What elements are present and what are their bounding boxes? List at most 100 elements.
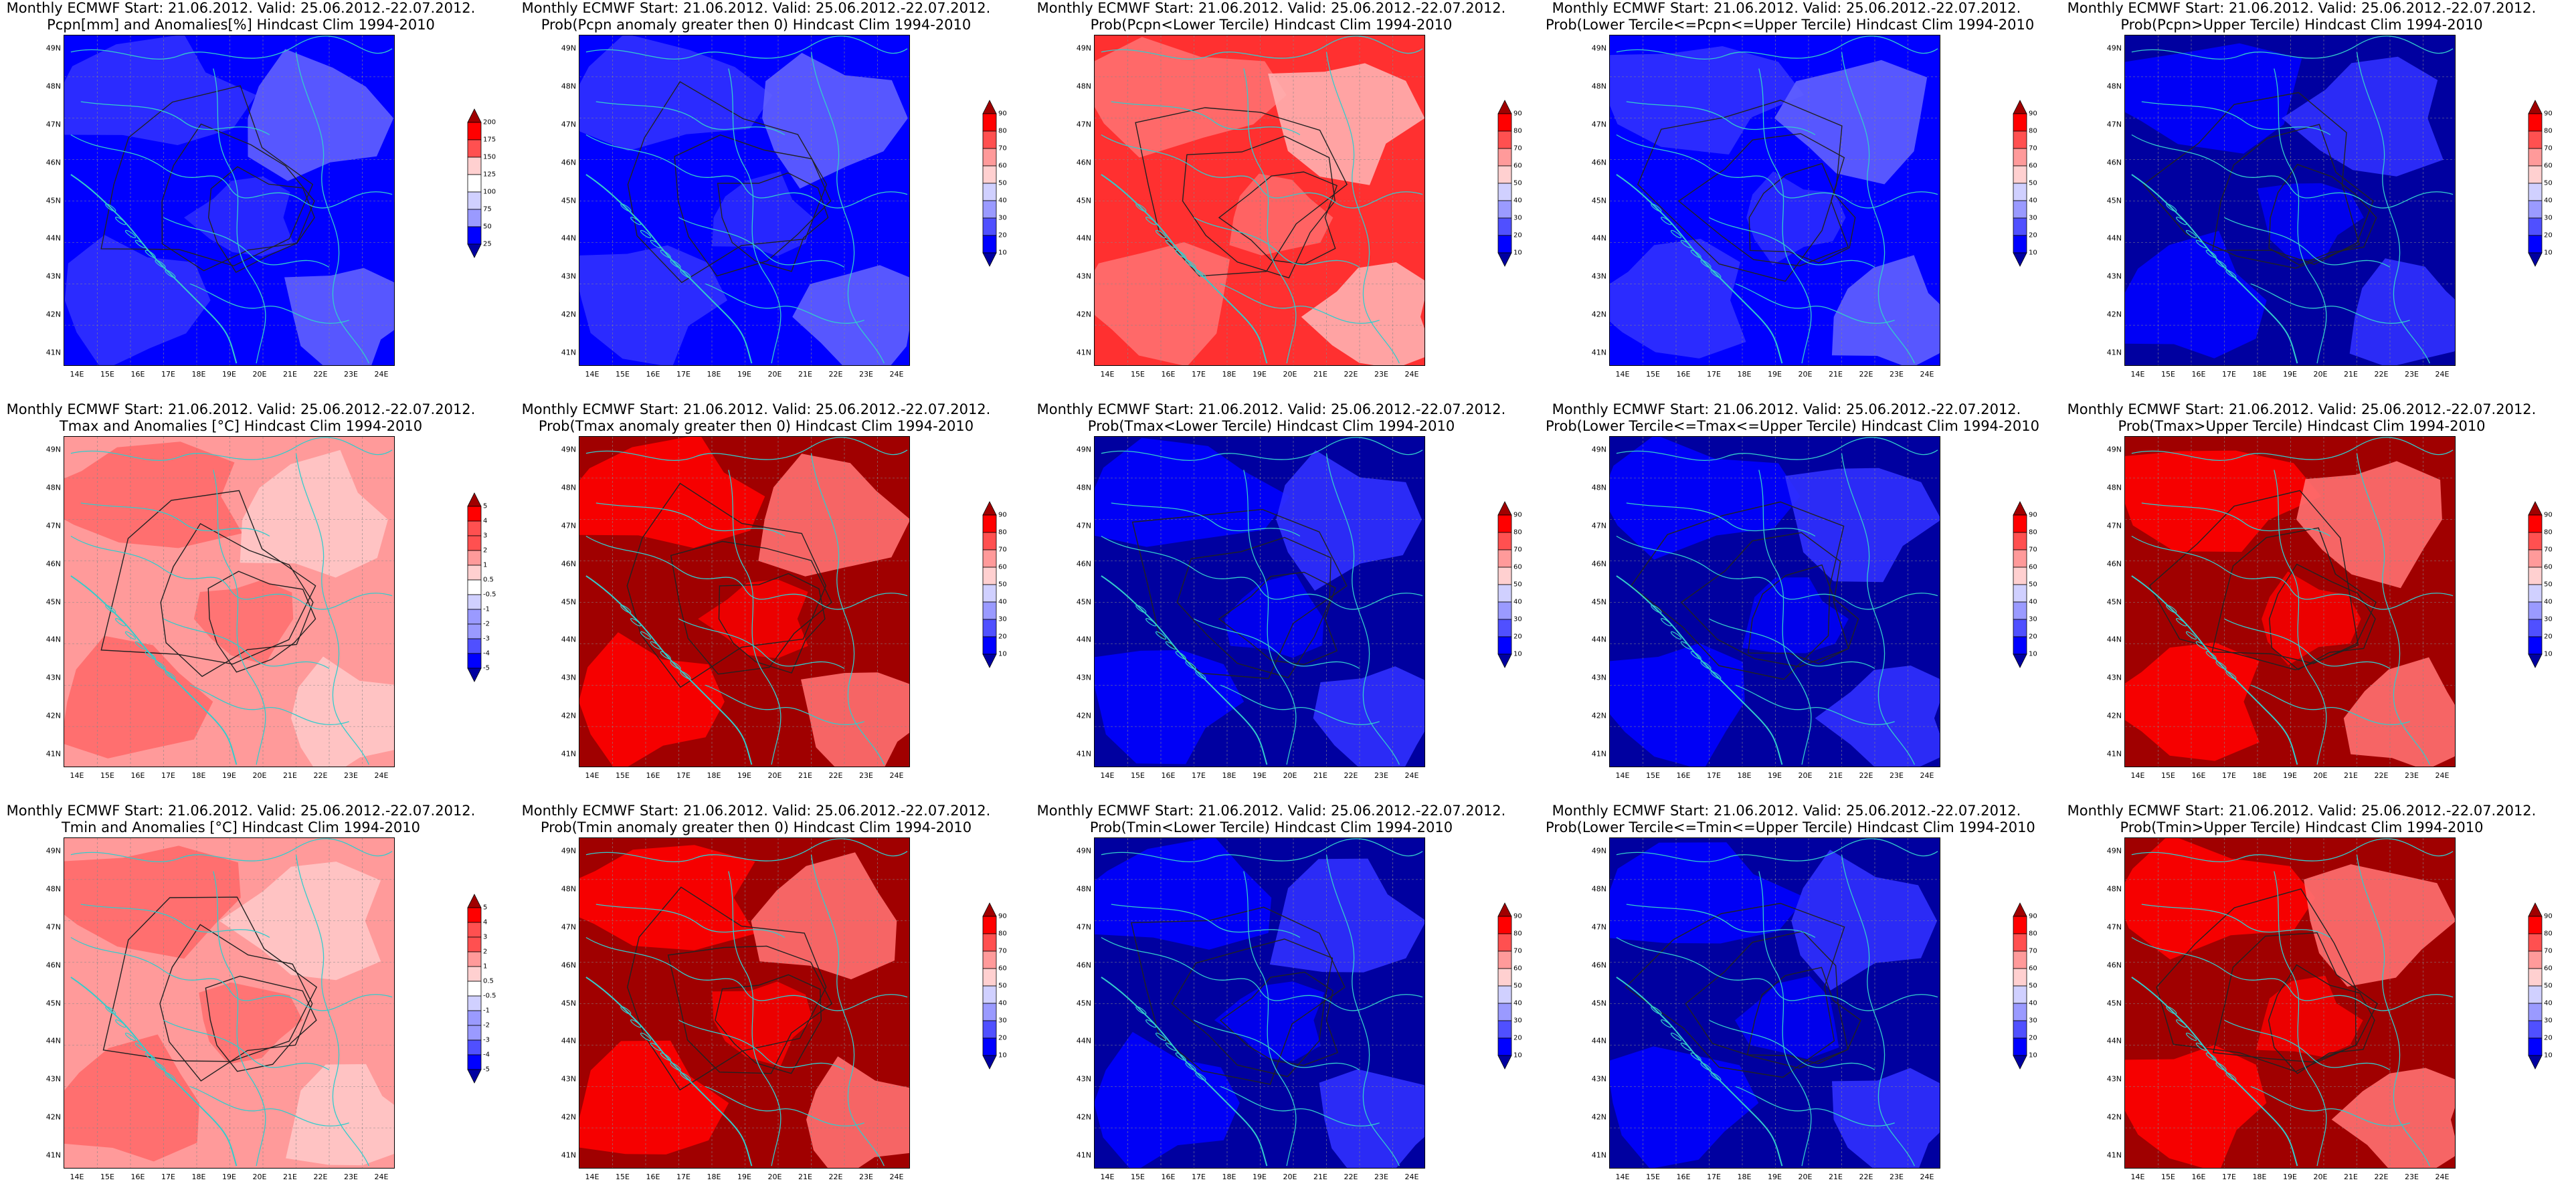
- colorbar-tick-label: 2: [483, 948, 488, 955]
- country-border: [585, 535, 908, 610]
- longitude-tick-label: 15E: [2161, 771, 2175, 780]
- longitude-tick-label: 15E: [100, 370, 114, 379]
- island-outline: [660, 249, 671, 258]
- colorbar-swatch: [467, 594, 482, 609]
- country-border: [1101, 35, 1423, 60]
- country-border: [80, 904, 270, 938]
- latitude-tick-label: 49N: [1076, 445, 1091, 454]
- island-outline: [2176, 1019, 2187, 1028]
- longitude-tick-label: 18E: [2252, 370, 2267, 379]
- colorbar-swatch: [2013, 514, 2027, 532]
- longitude-tick-label: 16E: [1676, 771, 1691, 780]
- island-outline: [1155, 1032, 1167, 1041]
- island-outline: [134, 641, 146, 650]
- country-border: [2224, 618, 2391, 670]
- country-border: [295, 854, 369, 1167]
- country-border: [585, 437, 908, 462]
- colorbar-tick-label: 175: [483, 136, 496, 143]
- country-border: [2224, 1019, 2391, 1071]
- field-region: [1815, 666, 1940, 767]
- latitude-tick-label: 41N: [2106, 749, 2122, 759]
- country-border: [2131, 437, 2454, 462]
- longitude-tick-label: 16E: [646, 1173, 660, 1181]
- island-outline: [680, 270, 691, 278]
- colorbar-tick-label: 4: [483, 918, 488, 926]
- latitude-tick-label: 48N: [561, 82, 576, 91]
- colorbar-tick-label: 70: [1513, 144, 1522, 152]
- latitude-tick-label: 46N: [1591, 158, 1606, 167]
- longitude-tick-label: 17E: [676, 771, 691, 780]
- colorbar-swatch: [982, 1003, 997, 1021]
- island-outline: [2176, 618, 2187, 627]
- country-border: [163, 618, 330, 670]
- longitude-tick-label: 23E: [1890, 771, 1904, 780]
- latitude-tick-label: 47N: [561, 521, 576, 530]
- field-region: [64, 35, 257, 145]
- island-outline: [124, 631, 136, 640]
- island-outline: [2205, 651, 2217, 660]
- latitude-axis: 49N 48N 47N 46N 45N 44N 43N 42N 41N: [1067, 35, 1091, 366]
- colorbar-top-arrow: [467, 893, 482, 908]
- longitude-tick-label: 23E: [344, 1173, 358, 1181]
- country-border: [705, 1086, 864, 1127]
- colorbar-tick-label: 50: [2544, 179, 2553, 187]
- colorbar-swatch: [467, 191, 482, 209]
- panel-title-line1: Monthly ECMWF Start: 21.06.2012. Valid: …: [521, 0, 991, 16]
- longitude-tick-label: 19E: [737, 1173, 751, 1181]
- colorbar-swatch: [2013, 636, 2027, 654]
- longitude-tick-label: 19E: [1768, 1173, 1782, 1181]
- island-outline: [1651, 605, 1662, 613]
- colorbar-swatch: [2528, 619, 2543, 637]
- longitude-tick-label: 24E: [1404, 1173, 1419, 1181]
- island-outline: [2215, 260, 2227, 268]
- map-fields: [1095, 838, 1424, 1168]
- latitude-tick-label: 48N: [2106, 483, 2122, 492]
- country-border: [1243, 470, 1297, 765]
- country-border: [1194, 217, 1360, 268]
- colorbar-tick-label: 30: [2029, 615, 2037, 623]
- colorbar-tick-label: 40: [998, 197, 1007, 204]
- longitude-axis: 14E 15E 16E 17E 18E 19E 20E 21E 22E 23E 24E: [64, 1173, 395, 1182]
- longitude-tick-label: 20E: [2313, 1173, 2328, 1181]
- island-outline: [1651, 1006, 1662, 1015]
- latitude-tick-label: 46N: [45, 961, 61, 970]
- colorbar-tick-label: 60: [2544, 162, 2553, 169]
- colorbar-tick-label: 30: [1513, 1017, 1522, 1024]
- field-region: [1610, 437, 1801, 560]
- colorbar-legend: 5 4 3 2 1 0.5 -0.5 -1 -2 -3 -4 -5: [467, 893, 496, 1112]
- island-outline: [2185, 1032, 2197, 1041]
- contour-line: [1182, 135, 1336, 279]
- colorbar-legend: 200 175 150 125 100 75 50 25: [467, 108, 496, 292]
- island-outline: [1175, 1052, 1186, 1061]
- latitude-tick-label: 49N: [2106, 846, 2122, 856]
- contour-line: [2268, 964, 2375, 1074]
- panel-title-line2: Pcpn[mm] and Anomalies[%] Hindcast Clim …: [47, 17, 435, 33]
- colorbar-bottom-arrow: [982, 654, 997, 668]
- longitude-tick-label: 22E: [828, 370, 843, 379]
- map-fields: [579, 35, 909, 365]
- longitude-axis: 14E 15E 16E 17E 18E 19E 20E 21E 22E 23E 24E: [1609, 771, 1940, 781]
- colorbar-swatches: [1497, 99, 1512, 267]
- latitude-tick-label: 46N: [2106, 158, 2122, 167]
- longitude-tick-label: 16E: [2191, 1173, 2206, 1181]
- map-area: [1094, 837, 1425, 1169]
- latitude-tick-label: 42N: [1591, 1112, 1606, 1122]
- longitude-tick-label: 21E: [283, 771, 297, 780]
- colorbar-swatch: [467, 609, 482, 624]
- longitude-tick-label: 19E: [1253, 370, 1267, 379]
- island-outline: [1195, 270, 1206, 278]
- panel-title-line1: Monthly ECMWF Start: 21.06.2012. Valid: …: [1036, 803, 1506, 819]
- colorbar-swatch: [982, 619, 997, 637]
- map-fields: [1095, 35, 1424, 365]
- country-border: [1626, 904, 1816, 938]
- map-panel-tmin-prob-middle: Monthly ECMWF Start: 21.06.2012. Valid: …: [1546, 803, 2061, 1204]
- colorbar-swatch: [2013, 933, 2027, 951]
- latitude-tick-label: 44N: [1076, 635, 1091, 644]
- field-region: [1268, 63, 1424, 185]
- colorbar-tick-label: 200: [483, 118, 496, 126]
- latitude-tick-label: 45N: [2106, 999, 2122, 1007]
- longitude-tick-label: 18E: [1737, 771, 1752, 780]
- colorbar-swatch: [467, 579, 482, 595]
- latitude-tick-label: 44N: [45, 233, 61, 243]
- longitude-tick-label: 20E: [1283, 1173, 1297, 1181]
